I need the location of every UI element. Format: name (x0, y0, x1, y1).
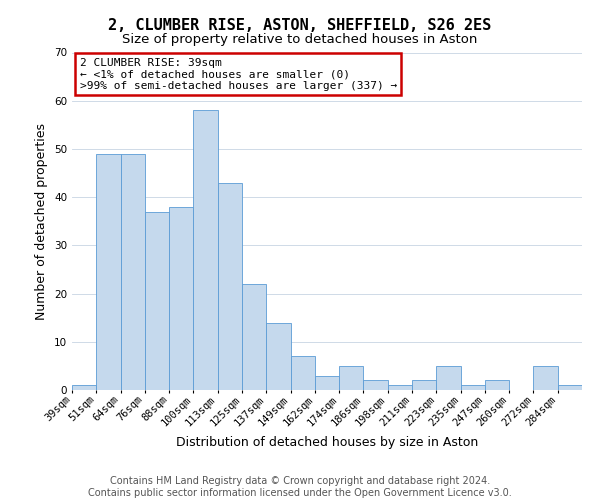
Bar (145, 212, 169, 390)
Bar (339, 366, 364, 390)
Text: 2, CLUMBER RISE, ASTON, SHEFFIELD, S26 2ES: 2, CLUMBER RISE, ASTON, SHEFFIELD, S26 2… (109, 18, 491, 32)
Bar (193, 110, 218, 390)
Bar (290, 356, 315, 390)
Text: Size of property relative to detached houses in Aston: Size of property relative to detached ho… (122, 32, 478, 46)
Y-axis label: Number of detached properties: Number of detached properties (35, 122, 49, 320)
Bar (461, 385, 485, 390)
Bar (364, 380, 388, 390)
Bar (96, 154, 121, 390)
Bar (485, 380, 509, 390)
Text: 2 CLUMBER RISE: 39sqm
← <1% of detached houses are smaller (0)
>99% of semi-deta: 2 CLUMBER RISE: 39sqm ← <1% of detached … (80, 58, 397, 91)
X-axis label: Distribution of detached houses by size in Aston: Distribution of detached houses by size … (176, 436, 478, 449)
Bar (72, 385, 96, 390)
Bar (242, 284, 266, 390)
Bar (388, 385, 412, 390)
Bar (558, 385, 582, 390)
Bar (412, 380, 436, 390)
Bar (436, 366, 461, 390)
Bar (121, 154, 145, 390)
Bar (266, 322, 290, 390)
Text: Contains HM Land Registry data © Crown copyright and database right 2024.
Contai: Contains HM Land Registry data © Crown c… (88, 476, 512, 498)
Bar (533, 366, 558, 390)
Bar (218, 182, 242, 390)
Bar (169, 207, 193, 390)
Bar (315, 376, 339, 390)
